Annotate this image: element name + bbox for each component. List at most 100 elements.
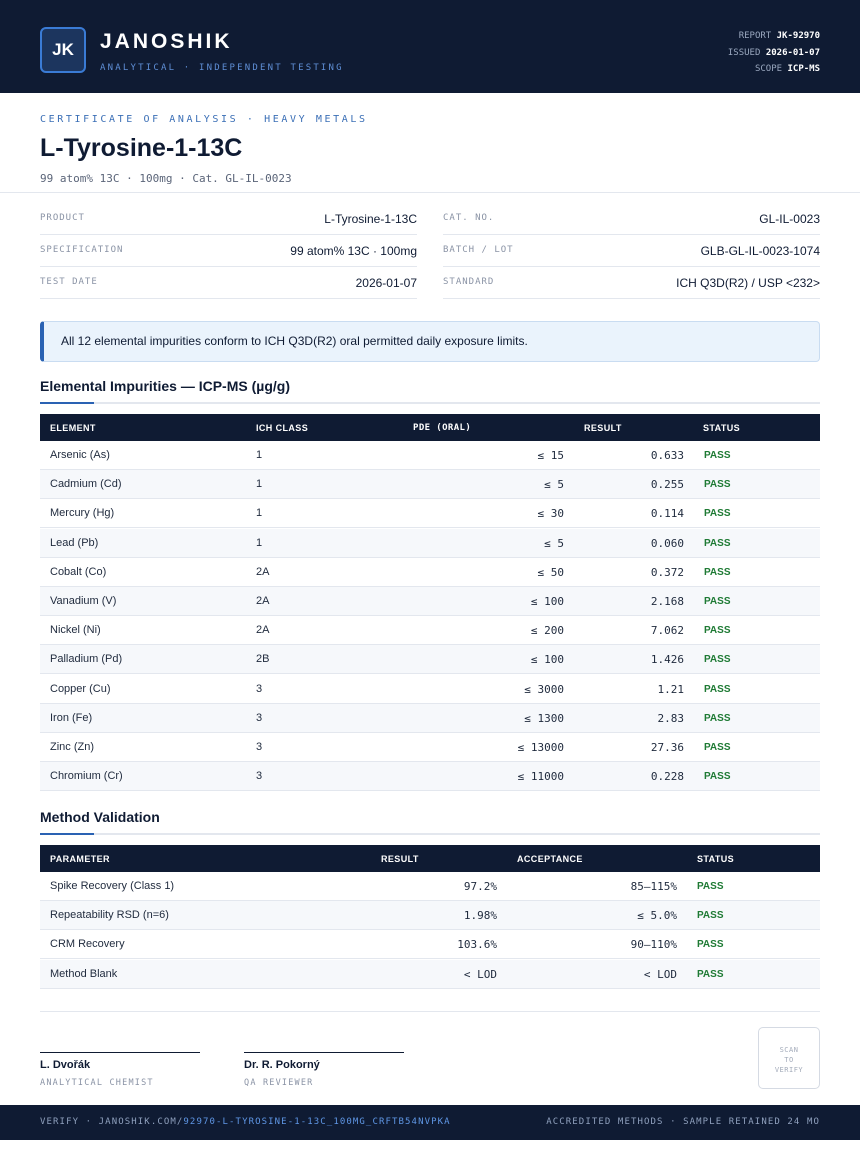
status-badge: PASS — [697, 968, 724, 980]
cell-result: 1.98% — [463, 909, 497, 923]
info-value: ICH Q3D(R2) / USP <232> — [676, 276, 820, 290]
cell-pde: ≤ 30 — [537, 507, 565, 521]
cell-pde: ≤ 100 — [530, 595, 564, 608]
cell-ich-class: 1 — [256, 536, 263, 549]
table-row: Spike Recovery (Class 1) 97.2% 85–115% PASS — [40, 872, 820, 901]
table-row: Vanadium (V) 2A ≤ 100 2.168 PASS — [40, 587, 820, 616]
cell-result: 0.228 — [650, 770, 684, 784]
signature-line — [40, 1052, 200, 1053]
cell-pde: ≤ 3000 — [524, 682, 564, 696]
cell-pde: ≤ 15 — [537, 449, 565, 462]
cell-element: Mercury (Hg) — [50, 507, 115, 520]
col-acceptance: ACCEPTANCE — [517, 854, 583, 864]
scan-text: TO — [784, 1056, 794, 1064]
cell-parameter: Repeatability RSD (n=6) — [50, 909, 169, 922]
footer-note: ACCREDITED METHODS · SAMPLE RETAINED 24 … — [546, 1117, 820, 1127]
cell-element: Nickel (Ni) — [50, 624, 101, 637]
status-badge: PASS — [704, 537, 731, 549]
cell-result: 0.060 — [650, 536, 684, 550]
status-badge: PASS — [704, 771, 731, 783]
cell-element: Palladium (Pd) — [50, 653, 123, 666]
status-badge: PASS — [704, 596, 731, 607]
status-badge: PASS — [704, 450, 731, 461]
info-label: STANDARD — [443, 277, 495, 287]
col-pde: PDE (ORAL) — [413, 423, 472, 433]
status-badge: PASS — [697, 910, 724, 922]
cell-result: < LOD — [463, 967, 497, 981]
status-badge: PASS — [704, 508, 731, 520]
signature-line — [244, 1052, 404, 1053]
cell-pde: ≤ 1300 — [524, 711, 564, 725]
table-row: CRM Recovery 103.6% 90–110% PASS — [40, 930, 820, 960]
cell-ich-class: 3 — [256, 682, 263, 695]
cell-result: 27.36 — [650, 741, 684, 754]
info-value: GL-IL-0023 — [759, 212, 820, 226]
col-parameter: PARAMETER — [50, 854, 110, 864]
verify-text: VERIFY · JANOSHIK.COM/92970-L-TYROSINE-1… — [40, 1117, 451, 1127]
cell-result: 0.633 — [650, 449, 684, 462]
scope-line: SCOPE ICP-MS — [754, 64, 820, 74]
impurities-heading: Elemental Impurities — ICP-MS (µg/g) — [40, 378, 290, 394]
info-label: PRODUCT — [40, 213, 85, 223]
cell-element: Cobalt (Co) — [50, 565, 107, 578]
signatory-name: Dr. R. Pokorný — [244, 1059, 320, 1071]
cell-result: 0.255 — [650, 478, 684, 492]
cell-pde: ≤ 11000 — [517, 770, 564, 784]
signatory-role: ANALYTICAL CHEMIST — [40, 1078, 154, 1088]
col-ich-class: ICH CLASS — [256, 423, 309, 433]
cell-acceptance: 85–115% — [630, 880, 677, 893]
table-row: Arsenic (As) 1 ≤ 15 0.633 PASS — [40, 441, 820, 470]
cell-result: 0.114 — [650, 507, 684, 521]
info-cat-no: CAT. NO. GL-IL-0023 — [443, 203, 820, 235]
conformance-notice: All 12 elemental impurities conform to I… — [40, 321, 820, 362]
cell-parameter: CRM Recovery — [50, 938, 125, 951]
cell-parameter: Spike Recovery (Class 1) — [50, 880, 175, 892]
cell-acceptance: 90–110% — [630, 938, 677, 952]
col-result: RESULT — [381, 854, 419, 864]
table-row: Copper (Cu) 3 ≤ 3000 1.21 PASS — [40, 675, 820, 704]
cell-pde: ≤ 200 — [530, 624, 564, 638]
table-row: Cobalt (Co) 2A ≤ 50 0.372 PASS — [40, 558, 820, 587]
impurities-table-header: ELEMENT ICH CLASS PDE (ORAL) RESULT STAT… — [40, 414, 820, 441]
scan-text: VERIFY — [774, 1066, 804, 1074]
verify-link[interactable]: 92970-L-TYROSINE-1-13C_100MG_CRFTB54NVPK… — [183, 1117, 451, 1127]
col-status: STATUS — [697, 854, 735, 864]
status-badge: PASS — [704, 742, 731, 753]
table-row: Palladium (Pd) 2B ≤ 100 1.426 PASS — [40, 645, 820, 675]
footer-bar: VERIFY · JANOSHIK.COM/92970-L-TYROSINE-1… — [0, 1105, 860, 1140]
validation-heading: Method Validation — [40, 809, 160, 825]
brand-tagline: ANALYTICAL · INDEPENDENT TESTING — [100, 63, 344, 73]
scan-to-verify-qr[interactable]: SCAN TO VERIFY — [758, 1027, 820, 1089]
table-row: Repeatability RSD (n=6) 1.98% ≤ 5.0% PASS — [40, 901, 820, 931]
table-row: Chromium (Cr) 3 ≤ 11000 0.228 PASS — [40, 762, 820, 792]
cell-element: Vanadium (V) — [50, 595, 117, 607]
status-badge: PASS — [704, 479, 731, 491]
info-product: PRODUCT L-Tyrosine-1-13C — [40, 203, 417, 235]
table-row: Method Blank < LOD < LOD PASS — [40, 959, 820, 989]
cell-result: 0.372 — [650, 565, 684, 579]
status-badge: PASS — [704, 566, 731, 578]
table-row: Iron (Fe) 3 ≤ 1300 2.83 PASS — [40, 703, 820, 733]
table-row: Mercury (Hg) 1 ≤ 30 0.114 PASS — [40, 499, 820, 529]
info-value: 2026-01-07 — [355, 276, 417, 290]
table-row: Nickel (Ni) 2A ≤ 200 7.062 PASS — [40, 616, 820, 646]
heading-accent — [40, 402, 94, 404]
cell-acceptance: < LOD — [643, 967, 677, 981]
cell-result: 1.21 — [657, 682, 685, 696]
col-result: RESULT — [584, 423, 622, 433]
status-badge: PASS — [697, 939, 724, 951]
cell-element: Iron (Fe) — [50, 711, 93, 724]
cell-pde: ≤ 100 — [530, 653, 564, 667]
cell-result: 97.2% — [463, 880, 497, 893]
status-badge: PASS — [704, 625, 731, 637]
cell-element: Arsenic (As) — [50, 449, 110, 461]
info-test-date: TEST DATE 2026-01-07 — [40, 267, 417, 299]
table-row: Lead (Pb) 1 ≤ 5 0.060 PASS — [40, 528, 820, 558]
cell-pde: ≤ 13000 — [517, 741, 564, 754]
signatory-name: L. Dvořák — [40, 1059, 91, 1071]
table-row: Cadmium (Cd) 1 ≤ 5 0.255 PASS — [40, 470, 820, 500]
cell-ich-class: 1 — [256, 507, 263, 520]
document-kicker: CERTIFICATE OF ANALYSIS · HEAVY METALS — [40, 114, 368, 125]
cell-ich-class: 2B — [256, 653, 270, 666]
cell-parameter: Method Blank — [50, 967, 118, 980]
